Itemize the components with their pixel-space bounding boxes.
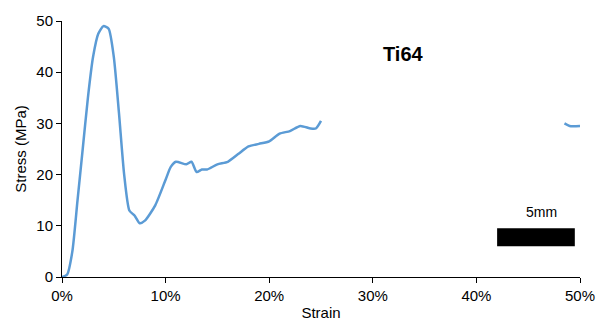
svg-text:20: 20 xyxy=(36,166,53,183)
svg-text:30%: 30% xyxy=(358,287,388,304)
svg-text:0%: 0% xyxy=(51,287,73,304)
svg-text:40: 40 xyxy=(36,63,53,80)
svg-text:Ti64: Ti64 xyxy=(383,43,424,65)
svg-text:Stress (MPa): Stress (MPa) xyxy=(12,105,29,193)
svg-text:0: 0 xyxy=(45,268,53,285)
svg-text:50: 50 xyxy=(36,12,53,29)
svg-text:30: 30 xyxy=(36,115,53,132)
svg-text:10: 10 xyxy=(36,217,53,234)
svg-text:5mm: 5mm xyxy=(526,204,557,220)
svg-text:50%: 50% xyxy=(565,287,595,304)
svg-text:Strain: Strain xyxy=(301,304,340,321)
svg-text:10%: 10% xyxy=(151,287,181,304)
svg-text:40%: 40% xyxy=(461,287,491,304)
svg-text:20%: 20% xyxy=(254,287,284,304)
